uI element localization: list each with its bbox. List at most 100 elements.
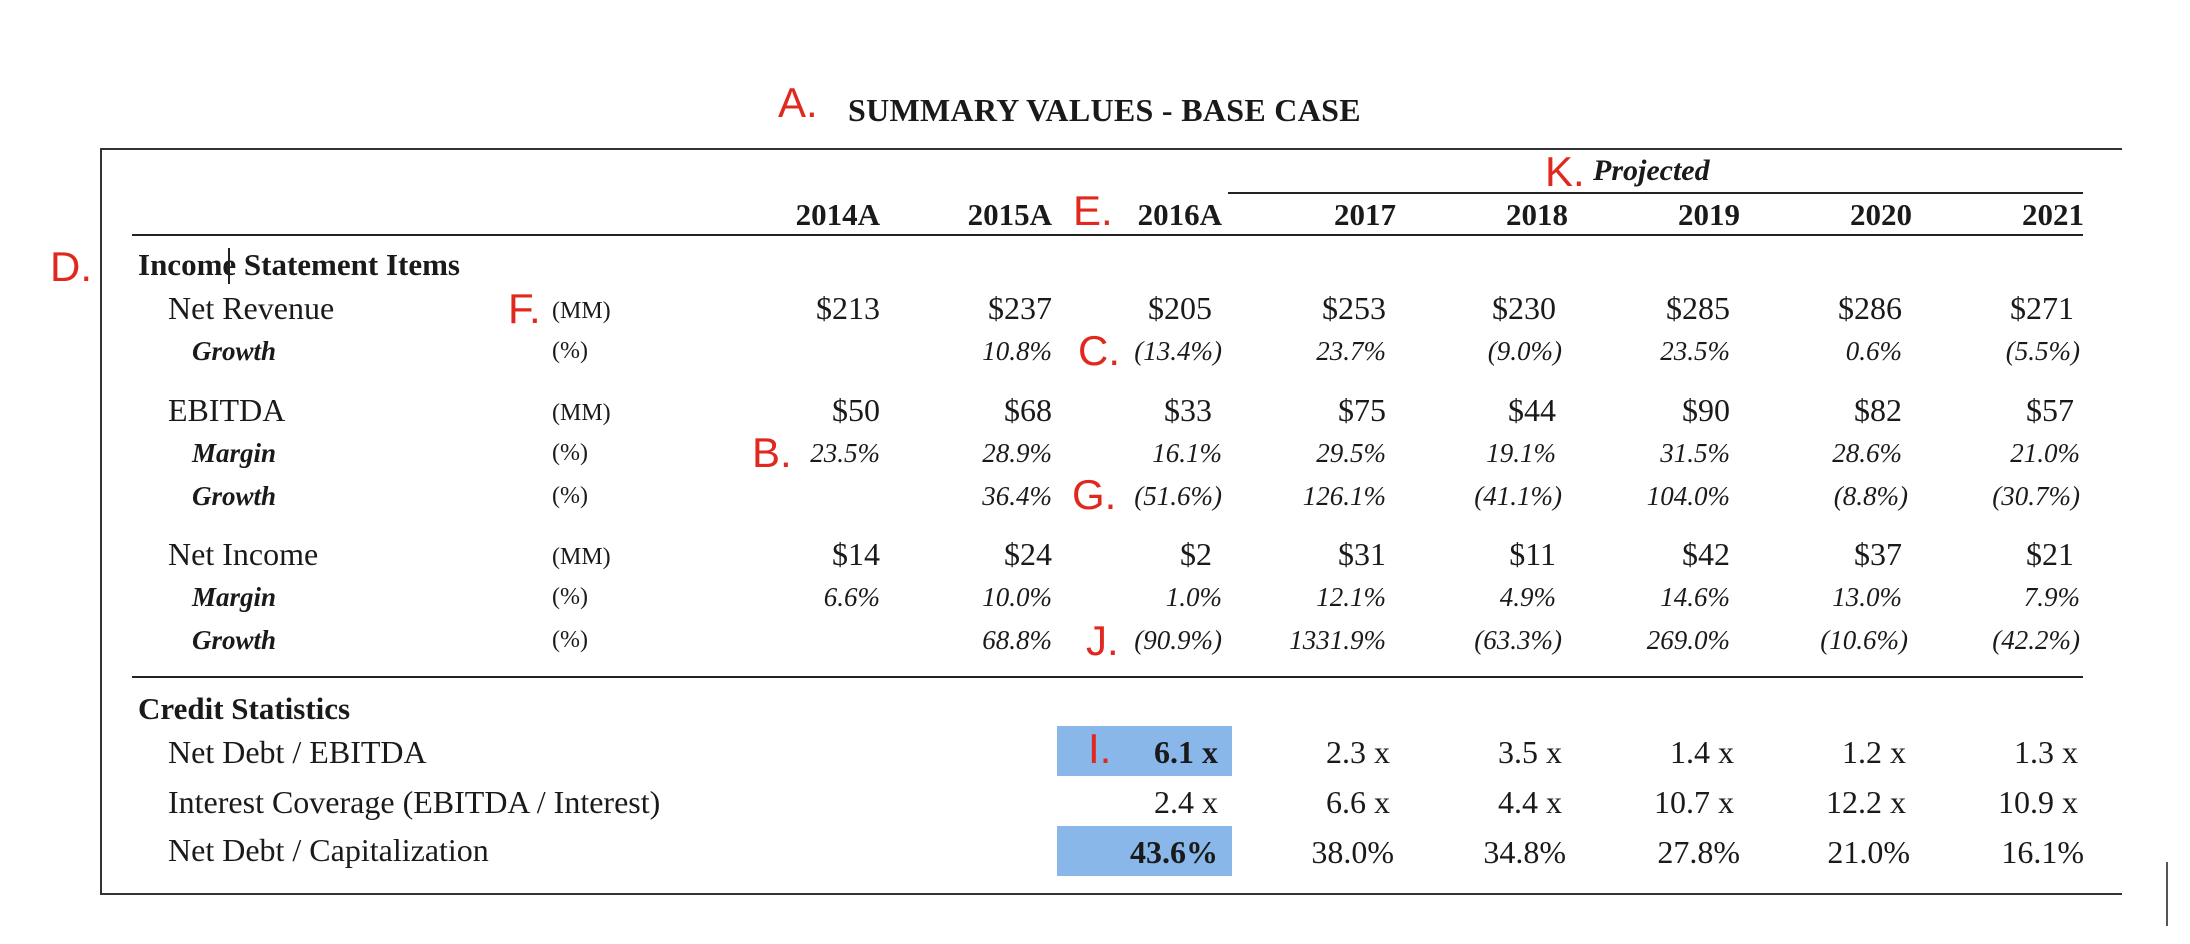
col-header-2014a: 2014A bbox=[795, 197, 880, 232]
cell-ni-growth-2020: (10.6%) bbox=[1820, 625, 1908, 655]
header-rule bbox=[132, 234, 2083, 236]
cell-net-income-2014a: $14 bbox=[832, 536, 880, 572]
cell-net-revenue-2019: $285 bbox=[1666, 290, 1730, 326]
cell-ebitda-growth-2016a: (51.6%) bbox=[1134, 481, 1222, 511]
cell-revenue-growth-2015a: 10.8% bbox=[982, 336, 1052, 366]
cell-interest-coverage-2018: 4.4 x bbox=[1498, 784, 1562, 820]
cell-ebitda-2019: $90 bbox=[1682, 392, 1730, 428]
table-frame bbox=[100, 148, 2122, 895]
cell-ni-margin-2016a: 1.0% bbox=[1165, 582, 1222, 612]
row-label-ni-margin: Margin bbox=[192, 582, 277, 612]
cell-ebitda-margin-2017: 29.5% bbox=[1316, 438, 1386, 468]
cell-net-revenue-2018: $230 bbox=[1492, 290, 1556, 326]
cell-net-income-2021: $21 bbox=[2026, 536, 2074, 572]
cell-net-revenue-2015a: $237 bbox=[988, 290, 1052, 326]
cell-net-debt-ebitda-2020: 1.2 x bbox=[1842, 734, 1906, 770]
row-label-net-revenue: Net Revenue bbox=[168, 290, 335, 326]
cell-net-income-2020: $37 bbox=[1854, 536, 1902, 572]
annotation-e: E. bbox=[1073, 187, 1113, 234]
col-header-2020: 2020 bbox=[1850, 197, 1912, 232]
col-header-2018: 2018 bbox=[1506, 197, 1568, 232]
cell-ni-margin-2015a: 10.0% bbox=[982, 582, 1052, 612]
row-label-interest-coverage: Interest Coverage (EBITDA / Interest) bbox=[168, 784, 661, 820]
unit-ni-growth: (%) bbox=[552, 627, 588, 653]
section-income-statement: Income Statement Items bbox=[138, 247, 460, 282]
projected-rule bbox=[1228, 192, 2083, 194]
text-cursor bbox=[228, 248, 230, 284]
annotation-j: J. bbox=[1086, 617, 1119, 664]
row-label-revenue-growth: Growth bbox=[192, 336, 277, 366]
annotation-b: B. bbox=[752, 429, 792, 476]
cell-net-revenue-2014a: $213 bbox=[816, 290, 880, 326]
cell-net-income-2017: $31 bbox=[1338, 536, 1386, 572]
cell-interest-coverage-2016a: 2.4 x bbox=[1154, 784, 1218, 820]
cell-net-debt-cap-2020: 21.0% bbox=[1827, 834, 1910, 870]
unit-net-revenue: (MM) bbox=[552, 298, 611, 324]
cell-ebitda-2021: $57 bbox=[2026, 392, 2074, 428]
cell-ebitda-margin-2015a: 28.9% bbox=[982, 438, 1052, 468]
cell-ebitda-growth-2020: (8.8%) bbox=[1833, 481, 1908, 511]
table-title: SUMMARY VALUES - BASE CASE bbox=[848, 92, 1361, 128]
unit-ni-margin: (%) bbox=[552, 584, 588, 610]
cell-revenue-growth-2016a: (13.4%) bbox=[1134, 336, 1222, 366]
cell-ni-growth-2017: 1331.9% bbox=[1289, 625, 1386, 655]
cell-ebitda-margin-2018: 19.1% bbox=[1486, 438, 1556, 468]
annotation-d: D. bbox=[50, 243, 92, 290]
unit-ebitda: (MM) bbox=[552, 400, 611, 426]
cell-net-revenue-2017: $253 bbox=[1322, 290, 1386, 326]
cell-ni-growth-2018: (63.3%) bbox=[1474, 625, 1562, 655]
cell-revenue-growth-2017: 23.7% bbox=[1316, 336, 1386, 366]
row-label-net-income: Net Income bbox=[168, 536, 319, 572]
cell-ni-growth-2016a: (90.9%) bbox=[1134, 625, 1222, 655]
unit-ebitda-margin: (%) bbox=[552, 440, 588, 466]
cell-interest-coverage-2019: 10.7 x bbox=[1654, 784, 1734, 820]
cell-ebitda-2014a: $50 bbox=[832, 392, 880, 428]
annotation-i: I. bbox=[1088, 725, 1112, 772]
cell-ebitda-margin-2016a: 16.1% bbox=[1152, 438, 1222, 468]
col-header-2016a: 2016A bbox=[1137, 197, 1222, 232]
cell-net-debt-ebitda-2021: 1.3 x bbox=[2014, 734, 2078, 770]
cell-ebitda-2018: $44 bbox=[1508, 392, 1556, 428]
cell-net-debt-cap-2018: 34.8% bbox=[1483, 834, 1566, 870]
projected-label: Projected bbox=[1593, 154, 1710, 187]
cell-interest-coverage-2017: 6.6 x bbox=[1326, 784, 1390, 820]
highlight-net-debt-cap-2016a bbox=[1057, 826, 1232, 876]
cell-ebitda-growth-2019: 104.0% bbox=[1646, 481, 1730, 511]
cell-ni-margin-2019: 14.6% bbox=[1660, 582, 1730, 612]
row-label-ebitda-margin: Margin bbox=[192, 438, 277, 468]
cell-net-revenue-2016a: $205 bbox=[1148, 290, 1212, 326]
cell-ebitda-growth-2015a: 36.4% bbox=[982, 481, 1052, 511]
cell-net-income-2016a: $2 bbox=[1180, 536, 1212, 572]
cell-ebitda-growth-2021: (30.7%) bbox=[1992, 481, 2080, 511]
cell-ebitda-margin-2019: 31.5% bbox=[1660, 438, 1730, 468]
row-label-net-debt-cap: Net Debt / Capitalization bbox=[168, 832, 489, 868]
cell-net-debt-cap-2021: 16.1% bbox=[2001, 834, 2084, 870]
cell-ebitda-2015a: $68 bbox=[1004, 392, 1052, 428]
cell-ebitda-margin-2020: 28.6% bbox=[1832, 438, 1902, 468]
cell-ni-margin-2018: 4.9% bbox=[1499, 582, 1556, 612]
cell-interest-coverage-2020: 12.2 x bbox=[1826, 784, 1906, 820]
cell-net-debt-ebitda-2018: 3.5 x bbox=[1498, 734, 1562, 770]
edge-mark bbox=[2166, 862, 2168, 926]
annotation-g: G. bbox=[1072, 471, 1117, 518]
col-header-2019: 2019 bbox=[1678, 197, 1740, 232]
cell-net-income-2019: $42 bbox=[1682, 536, 1730, 572]
annotation-c: C. bbox=[1078, 327, 1120, 374]
cell-revenue-growth-2018: (9.0%) bbox=[1487, 336, 1562, 366]
cell-ebitda-margin-2021: 21.0% bbox=[2010, 438, 2080, 468]
cell-ebitda-margin-2014a: 23.5% bbox=[810, 438, 880, 468]
cell-revenue-growth-2019: 23.5% bbox=[1660, 336, 1730, 366]
cell-ebitda-growth-2017: 126.1% bbox=[1302, 481, 1386, 511]
cell-ni-margin-2021: 7.9% bbox=[2023, 582, 2080, 612]
col-header-2021: 2021 bbox=[2022, 197, 2084, 232]
cell-net-debt-ebitda-2019: 1.4 x bbox=[1670, 734, 1734, 770]
cell-net-revenue-2021: $271 bbox=[2010, 290, 2074, 326]
cell-ni-growth-2015a: 68.8% bbox=[982, 625, 1052, 655]
row-label-ebitda: EBITDA bbox=[168, 392, 286, 428]
cell-ni-margin-2014a: 6.6% bbox=[823, 582, 880, 612]
cell-net-income-2018: $11 bbox=[1509, 536, 1556, 572]
section-divider bbox=[132, 676, 2083, 678]
col-header-2015a: 2015A bbox=[967, 197, 1052, 232]
cell-ebitda-2016a: $33 bbox=[1164, 392, 1212, 428]
cell-ni-margin-2017: 12.1% bbox=[1316, 582, 1386, 612]
